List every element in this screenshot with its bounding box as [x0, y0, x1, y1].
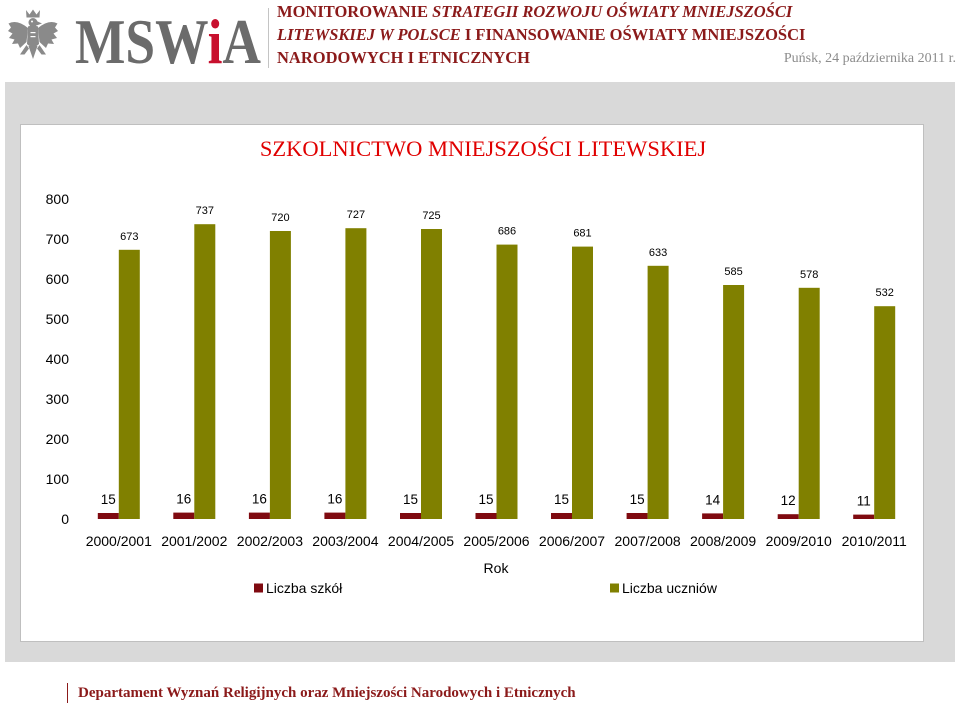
x-tick-label: 2003/2004 [312, 533, 378, 549]
y-tick-label: 200 [46, 431, 70, 447]
y-tick-label: 400 [46, 351, 70, 367]
y-tick-label: 700 [46, 231, 70, 247]
header-title-text-italic: STRATEGII ROZWOJU OŚWIATY MNIEJSZOŚCI [432, 2, 793, 21]
schools-bar [475, 513, 497, 519]
students-data-label: 681 [573, 228, 591, 240]
students-data-label: 720 [271, 212, 289, 224]
schools-bar [551, 513, 572, 519]
x-tick-label: 2010/2011 [842, 533, 907, 549]
header-title-line-3: NARODOWYCH I ETNICZNYCH [277, 48, 530, 68]
students-bar [798, 287, 820, 519]
mswia-logo: MSWiA [75, 6, 261, 72]
x-tick-label: 2002/2003 [237, 533, 303, 549]
legend: Liczba szkół Liczba uczniów [254, 580, 718, 596]
schools-data-label: 16 [327, 492, 342, 507]
y-tick-label: 800 [46, 191, 70, 207]
header-title-line-1: MONITOROWANIE STRATEGII ROZWOJU OŚWIATY … [277, 2, 792, 22]
legend-label-schools: Liczba szkół [266, 580, 343, 596]
schools-bar [248, 512, 270, 519]
series-schools: 15 16 16 16 15 15 15 15 14 12 11 [97, 492, 875, 519]
svg-text:MSWiA: MSWiA [75, 6, 261, 72]
schools-data-label: 12 [781, 493, 796, 508]
presentation-date: Puńsk, 24 października 2011 r. [783, 51, 956, 66]
schools-data-label: 15 [101, 492, 116, 507]
logo-letter-a: A [222, 6, 261, 72]
schools-bar [324, 512, 346, 519]
schools-bar [626, 513, 648, 519]
schools-bar [400, 513, 421, 519]
schools-data-label: 15 [478, 492, 493, 507]
y-tick-label: 500 [46, 311, 70, 327]
chart-area: SZKOLNICTWO MNIEJSZOŚCI LITEWSKIEJ Rok 0… [20, 124, 924, 642]
y-tick-label: 0 [61, 511, 69, 527]
schools-bar [97, 513, 119, 519]
students-bar [345, 228, 367, 519]
students-data-label: 686 [498, 226, 516, 238]
legend-label-students: Liczba uczniów [622, 580, 718, 596]
x-tick-label: 2009/2010 [766, 533, 832, 549]
header-title-text-italic: LITEWSKIEJ W POLSCE [277, 25, 461, 44]
legend-item-students: Liczba uczniów [610, 580, 718, 596]
schools-data-label: 14 [705, 492, 721, 507]
x-tick-label: 2001/2002 [161, 533, 227, 549]
y-tick-label: 100 [46, 471, 70, 487]
students-bar [874, 306, 896, 519]
schools-bar [702, 513, 724, 519]
y-tick-label: 300 [46, 391, 70, 407]
legend-marker-schools [254, 583, 263, 593]
x-tick-label: 2004/2005 [388, 533, 454, 549]
students-bar [118, 249, 140, 520]
x-tick-label: 2008/2009 [690, 533, 756, 549]
students-data-label: 725 [422, 210, 440, 222]
schools-data-label: 15 [630, 492, 645, 507]
students-data-label: 633 [649, 247, 667, 259]
students-data-label: 585 [724, 266, 742, 278]
schools-bar [777, 514, 799, 519]
students-data-label: 532 [876, 287, 894, 299]
chart-title: SZKOLNICTWO MNIEJSZOŚCI LITEWSKIEJ [260, 135, 706, 161]
x-tick-label: 2000/2001 [86, 533, 152, 549]
header-title-text: MONITOROWANIE [277, 2, 428, 21]
students-bar [194, 224, 216, 519]
logo-letters-msw: MSW [75, 6, 208, 72]
schools-data-label: 15 [554, 492, 569, 507]
students-bar [421, 229, 442, 519]
header-title-text: I FINANSOWANIE OŚWIATY MNIEJSZOŚCI [464, 25, 806, 44]
x-tick-label: 2007/2008 [615, 533, 681, 549]
students-bar [723, 285, 745, 519]
legend-marker-students [610, 583, 619, 593]
students-data-label: 578 [800, 269, 818, 281]
schools-data-label: 11 [857, 494, 871, 509]
x-tick-label: 2005/2006 [463, 533, 529, 549]
y-tick-label: 600 [46, 271, 70, 287]
x-tick-label: 2006/2007 [539, 533, 605, 549]
header-title-line-2: LITEWSKIEJ W POLSCE I FINANSOWANIE OŚWIA… [277, 25, 805, 45]
footer-rule [67, 683, 68, 703]
schools-bar [173, 512, 195, 519]
students-bar [647, 265, 669, 519]
footer-department: Departament Wyznań Religijnych oraz Mnie… [78, 685, 576, 701]
students-data-label: 673 [120, 231, 138, 243]
logo-letter-i: i [208, 6, 223, 72]
schools-data-label: 16 [252, 492, 267, 507]
header-divider [268, 8, 269, 68]
header-title-text: NARODOWYCH I ETNICZNYCH [277, 48, 531, 67]
schools-data-label: 15 [403, 492, 418, 507]
series-students: 673 737 720 727 725 686 681 633 585 578 532 [118, 205, 896, 520]
y-axis: 0 100 200 300 400 500 600 700 800 [46, 191, 70, 527]
schools-data-label: 16 [176, 492, 191, 507]
students-bar [572, 246, 593, 519]
legend-item-schools: Liczba szkół [254, 580, 343, 596]
students-data-label: 727 [347, 209, 365, 221]
x-axis-title: Rok [484, 560, 510, 576]
students-data-label: 737 [196, 205, 214, 217]
students-bar [496, 244, 518, 519]
bar-chart: SZKOLNICTWO MNIEJSZOŚCI LITEWSKIEJ Rok 0… [46, 135, 907, 596]
schools-bar [853, 514, 875, 519]
x-axis: 2000/2001 2001/2002 2002/2003 2003/2004 2004… [86, 533, 907, 549]
polish-eagle-icon [8, 9, 58, 59]
students-bar [269, 231, 291, 519]
